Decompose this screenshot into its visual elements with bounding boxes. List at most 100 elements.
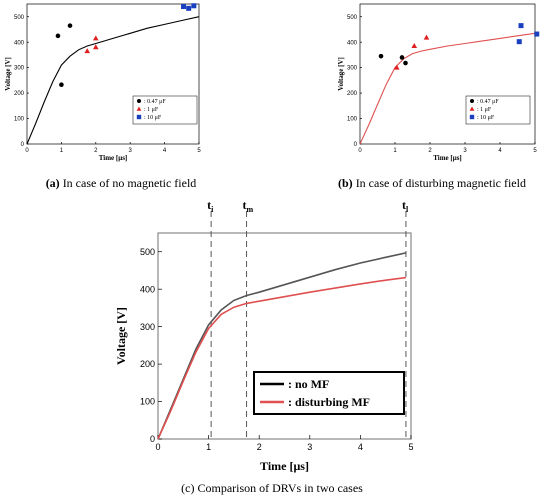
panel-a-point-1 (93, 44, 99, 50)
panel-b-point-0 (399, 55, 405, 60)
panel-c-vline-sub-m: m (247, 205, 254, 214)
panel-c-vline-sub-l: l (406, 205, 409, 214)
panel-a-x-tick-label: 5 (197, 148, 201, 154)
panel-c-plot-frame (157, 232, 412, 440)
panel-b-point-1 (393, 64, 400, 70)
panel-b-caption-letter: (b) (338, 176, 353, 190)
panel-b-point-2 (534, 31, 540, 37)
panel-a-x-tick-label: 2 (94, 148, 98, 154)
panel-b-legend-swatch-2 (469, 114, 475, 120)
panel-b-x-tick-label: 4 (498, 148, 502, 154)
panel-c-vline-label-l: tl (402, 198, 409, 214)
panel-b-point-0 (403, 60, 408, 66)
panel-b-caption-text: In case of disturbing magnetic field (353, 176, 526, 190)
panel-c-vline-label-i: ti (207, 198, 214, 214)
panel-a-fit-curve (26, 16, 200, 145)
panel-b-y-axis-label: Voltage [V] (337, 57, 345, 91)
panel-a-point-2 (186, 5, 192, 11)
panel-b-plot-frame (359, 3, 536, 145)
panel-b-legend-label-1: : 1 μF (477, 107, 492, 113)
panel-a-y-tick-label: 500 (14, 15, 25, 21)
panel-a-y-tick-label: 200 (14, 91, 25, 97)
panel-c-y-tick-label: 400 (140, 284, 155, 294)
panel-b-point-1 (411, 43, 418, 48)
panel-c-y-tick-label: 100 (140, 397, 155, 407)
panel-b-x-tick-label: 2 (428, 148, 432, 154)
panel-b-point-2 (516, 39, 522, 45)
panel-a-point-0 (59, 82, 64, 87)
panel-c-x-tick-label: 0 (155, 442, 160, 452)
panel-a-x-tick-label: 3 (129, 148, 133, 154)
panel-b-y-tick-label: 0 (354, 142, 358, 148)
panel-c-chart: 0 1 2 3 4 5 0 100 200 300 400 500 Time [μs] Voltage [… (114, 198, 414, 473)
panel-a-legend-swatch-1 (136, 106, 142, 111)
panel-b-legend-label-2: : 10 μF (477, 115, 495, 121)
panel-b-legend-swatch-0 (470, 99, 474, 103)
panel-c-x-tick-label: 3 (307, 442, 312, 452)
panel-c-y-axis-label: Voltage [V] (114, 307, 128, 365)
panel-b-legend-swatch-1 (469, 106, 475, 111)
panel-c-legend-label-0: : no MF (288, 377, 329, 391)
panel-c-vline-label-m: tm (243, 198, 254, 214)
panel-a-legend-swatch-2 (136, 114, 142, 120)
panel-a-legend-label-2: : 10 μF (144, 115, 162, 121)
panel-b-chart: 0 1 2 3 4 5 0 100 200 300 400 500 Time [μs] Voltage [… (337, 3, 540, 162)
panel-a-y-tick-label: 0 (21, 142, 25, 148)
panel-a-point-0 (67, 23, 73, 28)
panel-a-y-tick-label: 100 (14, 117, 25, 123)
panel-a-point-2 (181, 4, 187, 10)
panel-a-x-tick-label: 4 (163, 148, 167, 154)
panel-b-point-1 (423, 34, 430, 40)
panel-b-x-tick-label: 0 (358, 148, 362, 154)
panel-c-caption: (c) Comparison of DRVs in two cases (181, 481, 363, 495)
panel-b-point-0 (378, 53, 384, 59)
panel-b-x-tick-label: 1 (393, 148, 397, 154)
panel-a-x-tick-label: 1 (60, 148, 64, 154)
panel-b-fit-curve (359, 32, 536, 145)
panel-c-series-line-0 (157, 252, 407, 440)
panel-a-caption: (a) In case of no magnetic field (46, 176, 197, 190)
panel-a-caption-text: In case of no magnetic field (60, 176, 197, 190)
panel-b-y-tick-label: 500 (347, 15, 358, 21)
panel-c-y-tick-label: 300 (140, 322, 155, 332)
panel-b-caption: (b) In case of disturbing magnetic field (338, 176, 526, 190)
panel-c-x-tick-label: 5 (408, 442, 413, 452)
panel-a-point-1 (93, 35, 99, 41)
panel-c-series-line-1 (157, 276, 407, 440)
panel-c-y-tick-label: 200 (140, 359, 155, 369)
panel-c-x-tick-label: 1 (206, 442, 211, 452)
panel-a-legend-box (132, 95, 198, 125)
panel-a-y-tick-label: 300 (14, 66, 25, 72)
panel-a-point-1 (84, 48, 90, 54)
panel-a-legend-label-0: : 0.47 μF (144, 99, 166, 105)
panel-b-x-tick-label: 5 (533, 148, 537, 154)
panel-b-x-axis-label: Time [μs] (433, 154, 462, 162)
panel-a-caption-letter: (a) (46, 176, 60, 190)
panel-c-x-tick-label: 2 (257, 442, 262, 452)
panel-c-x-tick-label: 4 (358, 442, 363, 452)
panel-b-y-tick-label: 100 (347, 117, 358, 123)
panel-a-x-axis-label: Time [μs] (99, 154, 128, 162)
panel-a-y-tick-label: 400 (14, 40, 25, 46)
panel-a-y-axis-label: Voltage [V] (4, 57, 12, 91)
panel-c-vline-sub-i: i (211, 205, 214, 214)
panel-c-x-axis-label: Time [μs] (260, 459, 309, 473)
panel-c-legend-label-1: : disturbing MF (288, 395, 370, 409)
panel-b-y-tick-label: 300 (347, 66, 358, 72)
panel-a-legend-swatch-0 (137, 99, 141, 103)
panel-a-plot-frame (26, 3, 200, 145)
panel-b-x-tick-label: 3 (463, 148, 467, 154)
panel-a-chart: 0 1 2 3 4 5 0 100 200 300 400 500 Time [μs] Voltage [… (4, 3, 201, 162)
panel-b-point-2 (518, 23, 524, 29)
panel-a-point-2 (191, 3, 197, 9)
panel-b-y-tick-label: 200 (347, 91, 358, 97)
panel-b-y-tick-label: 400 (347, 40, 358, 46)
panel-a-legend-label-1: : 1 μF (144, 107, 159, 113)
panel-b-legend-box (465, 95, 531, 125)
panel-c-y-tick-label: 0 (150, 434, 155, 444)
panel-a-point-0 (55, 33, 61, 39)
panel-c-legend-box (253, 371, 405, 415)
panel-a-x-tick-label: 0 (25, 148, 29, 154)
panel-c-y-tick-label: 500 (140, 247, 155, 257)
